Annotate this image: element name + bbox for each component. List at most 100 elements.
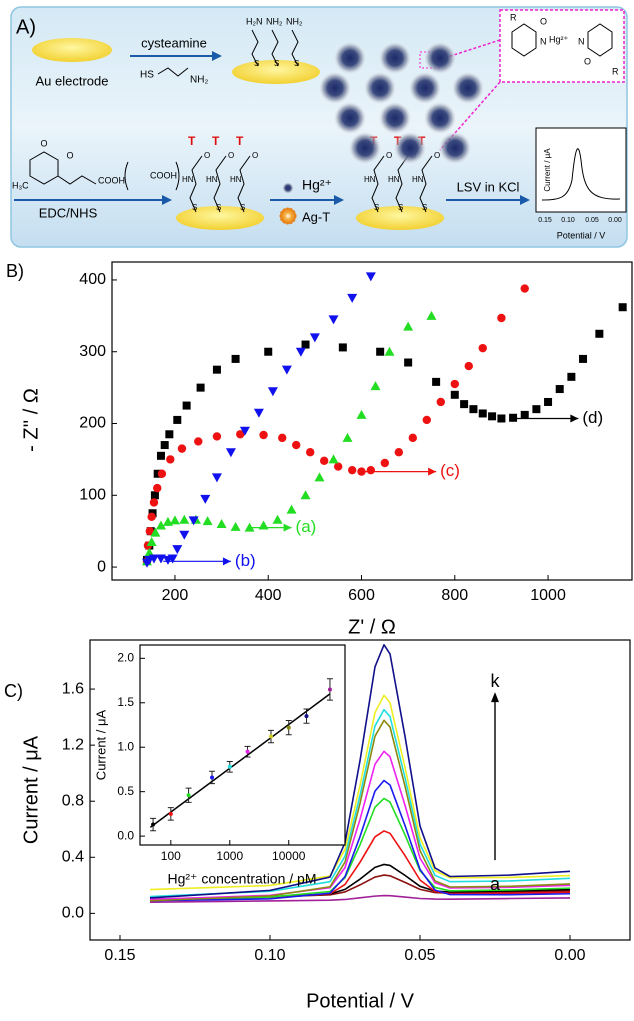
annotation: (b) [235, 551, 256, 570]
bond [395, 155, 409, 213]
marker [231, 354, 240, 363]
marker [304, 714, 309, 719]
marker [179, 514, 190, 524]
marker [488, 412, 497, 421]
arrowhead [283, 523, 292, 532]
mini-curve [541, 148, 621, 201]
marker [347, 293, 358, 303]
chem-label: S [240, 203, 245, 212]
bracket [124, 161, 180, 191]
marker [173, 415, 182, 424]
marker [408, 433, 418, 443]
marker [380, 458, 390, 468]
marker [450, 390, 459, 399]
bond [213, 155, 227, 213]
reagent-label: Ag-T [302, 209, 330, 224]
chem-label: COOH [98, 175, 125, 185]
marker [151, 822, 156, 827]
x-tick-label: 0.05 [404, 947, 435, 964]
marker [153, 483, 162, 493]
bond [419, 155, 433, 213]
marker [194, 437, 203, 446]
marker [264, 347, 273, 356]
marker [306, 448, 315, 457]
chem-label: O [540, 16, 547, 26]
chem-label: O [204, 151, 210, 160]
marker [394, 448, 404, 457]
chem-label: O [252, 151, 258, 160]
marker [286, 725, 291, 730]
marker [347, 465, 357, 475]
nanoparticle [378, 101, 412, 135]
nanoparticle [408, 71, 442, 105]
annotation: k [491, 671, 501, 691]
marker [259, 430, 268, 440]
nanoparticle [438, 131, 472, 165]
curve [149, 643, 571, 899]
arrowhead [162, 195, 172, 205]
x-axis-title: Z' / Ω [348, 616, 396, 638]
marker [272, 514, 283, 524]
y-tick-label: 1.5 [117, 695, 134, 709]
marker [450, 379, 459, 389]
arrowhead [570, 414, 579, 423]
chem-label: R [510, 12, 517, 22]
y-tick-label: 0.4 [62, 849, 84, 866]
x-tick-label: 1000 [530, 587, 566, 604]
chem-label: HN [388, 175, 400, 184]
marker [426, 310, 437, 320]
marker [150, 527, 161, 537]
zoom-line [431, 39, 501, 63]
zoom-box [499, 9, 625, 83]
electrode-label: Au electrode [36, 73, 109, 88]
marker [567, 372, 576, 381]
hg-icon [282, 182, 294, 194]
marker [179, 530, 190, 540]
bond [291, 29, 299, 67]
marker [172, 545, 183, 555]
electrode [176, 206, 264, 230]
bond [271, 29, 279, 67]
chem-label: HN [364, 175, 376, 184]
marker [520, 410, 529, 419]
bond [189, 155, 203, 213]
marker [432, 377, 441, 386]
chem-label: T [188, 134, 196, 148]
x-tick-label: 0.10 [254, 947, 285, 964]
x-tick-label: 200 [162, 587, 189, 604]
marker [422, 415, 431, 425]
marker [182, 401, 191, 410]
x-tick-label: 400 [255, 587, 282, 604]
marker [278, 433, 287, 443]
marker [146, 536, 157, 546]
marker [162, 516, 173, 526]
marker [286, 504, 297, 514]
y-tick-label: 1.6 [62, 680, 84, 697]
chem-label: O [228, 151, 234, 160]
chem-label: NH₂ [266, 16, 283, 26]
panel-label: B) [6, 261, 24, 281]
marker [579, 354, 588, 363]
nanoparticle [423, 41, 457, 75]
marker [464, 361, 473, 371]
marker [160, 441, 169, 450]
marker [196, 383, 205, 392]
marker [356, 409, 367, 419]
chem-label: H₂N [246, 16, 263, 26]
bond [371, 155, 385, 213]
marker [211, 473, 222, 483]
marker [155, 520, 166, 530]
nanoparticle [423, 101, 457, 135]
chem-label: HN [182, 175, 194, 184]
marker [328, 454, 339, 464]
marker [216, 519, 227, 529]
marker [150, 491, 159, 500]
mini-tick: 0.10 [561, 217, 575, 224]
y-tick-label: 200 [79, 415, 106, 432]
marker [478, 409, 487, 418]
marker [155, 554, 166, 564]
marker [168, 811, 173, 816]
marker [227, 764, 232, 769]
chem-label: S [398, 203, 403, 212]
